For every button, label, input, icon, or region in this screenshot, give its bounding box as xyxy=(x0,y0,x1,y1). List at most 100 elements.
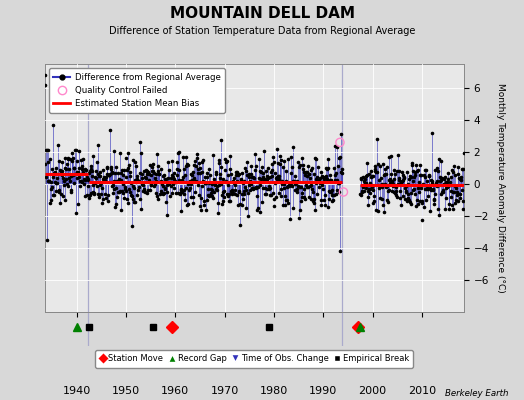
Point xyxy=(118,167,126,174)
Point xyxy=(288,204,297,211)
Point xyxy=(119,172,128,178)
Point xyxy=(222,178,231,184)
Point xyxy=(134,187,142,194)
Point xyxy=(460,150,468,156)
Point xyxy=(125,186,133,192)
Point xyxy=(278,164,287,170)
Point xyxy=(189,194,197,200)
Point xyxy=(261,190,270,197)
Point xyxy=(395,168,403,174)
Point xyxy=(369,193,378,199)
Point xyxy=(304,194,313,200)
Point xyxy=(416,172,424,178)
Point xyxy=(291,181,299,187)
Point xyxy=(182,163,190,169)
Point xyxy=(234,188,243,194)
Point xyxy=(380,172,388,178)
Point xyxy=(248,184,256,191)
Point xyxy=(71,147,79,154)
Point xyxy=(394,181,402,188)
Point xyxy=(272,146,281,152)
Point xyxy=(369,200,378,206)
Point xyxy=(361,180,369,186)
Point xyxy=(57,168,66,174)
Point xyxy=(201,174,209,180)
Point xyxy=(406,174,414,180)
Point xyxy=(234,202,242,208)
Point xyxy=(122,155,130,161)
Point xyxy=(332,169,341,176)
Point xyxy=(235,189,244,196)
Point xyxy=(280,185,289,191)
Point xyxy=(459,206,467,212)
Point xyxy=(104,192,113,198)
Point xyxy=(135,177,143,184)
Point xyxy=(44,147,52,154)
Point xyxy=(299,162,308,168)
Point xyxy=(294,158,302,165)
Point xyxy=(396,195,405,202)
Point xyxy=(42,174,50,180)
Point xyxy=(60,181,68,188)
Point xyxy=(250,175,258,181)
Point xyxy=(170,184,178,191)
Point xyxy=(383,183,391,190)
Point xyxy=(293,178,302,184)
Point xyxy=(150,170,158,176)
Point xyxy=(171,178,180,184)
Point xyxy=(293,188,301,195)
Point xyxy=(437,190,445,197)
Point xyxy=(221,156,229,162)
Point xyxy=(402,189,410,196)
Point xyxy=(285,182,293,189)
Point xyxy=(430,196,438,202)
Point xyxy=(415,179,423,185)
Point xyxy=(127,180,136,186)
Point xyxy=(198,169,206,176)
Point xyxy=(329,197,337,204)
Point xyxy=(217,181,226,187)
Point xyxy=(282,178,290,184)
Point xyxy=(101,191,109,197)
Point xyxy=(145,177,154,184)
Point xyxy=(100,176,108,183)
Point xyxy=(273,177,281,184)
Point xyxy=(255,174,264,181)
Point xyxy=(451,172,460,178)
Point xyxy=(315,184,323,190)
Point xyxy=(127,192,135,198)
Point xyxy=(177,208,185,214)
Point xyxy=(311,155,319,162)
Point xyxy=(63,161,71,168)
Point xyxy=(261,185,269,192)
Point xyxy=(447,173,455,180)
Point xyxy=(216,137,225,144)
Point xyxy=(400,185,409,192)
Point xyxy=(152,171,160,177)
Point xyxy=(257,199,266,205)
Point xyxy=(73,169,81,176)
Point xyxy=(143,190,151,196)
Point xyxy=(304,163,312,170)
Point xyxy=(228,191,237,197)
Point xyxy=(163,189,171,195)
Point xyxy=(255,156,263,162)
Point xyxy=(427,177,435,183)
Point xyxy=(288,164,296,170)
Point xyxy=(219,198,227,205)
Point xyxy=(117,206,125,213)
Point xyxy=(374,161,382,167)
Point xyxy=(326,189,335,195)
Point xyxy=(375,185,383,191)
Point xyxy=(308,186,316,192)
Point xyxy=(303,184,312,190)
Point xyxy=(431,182,440,188)
Point xyxy=(441,174,449,180)
Point xyxy=(390,176,399,182)
Point xyxy=(322,165,330,171)
Point xyxy=(436,158,445,164)
Point xyxy=(162,212,171,218)
Point xyxy=(241,184,249,190)
Point xyxy=(223,158,231,164)
Point xyxy=(322,175,331,182)
